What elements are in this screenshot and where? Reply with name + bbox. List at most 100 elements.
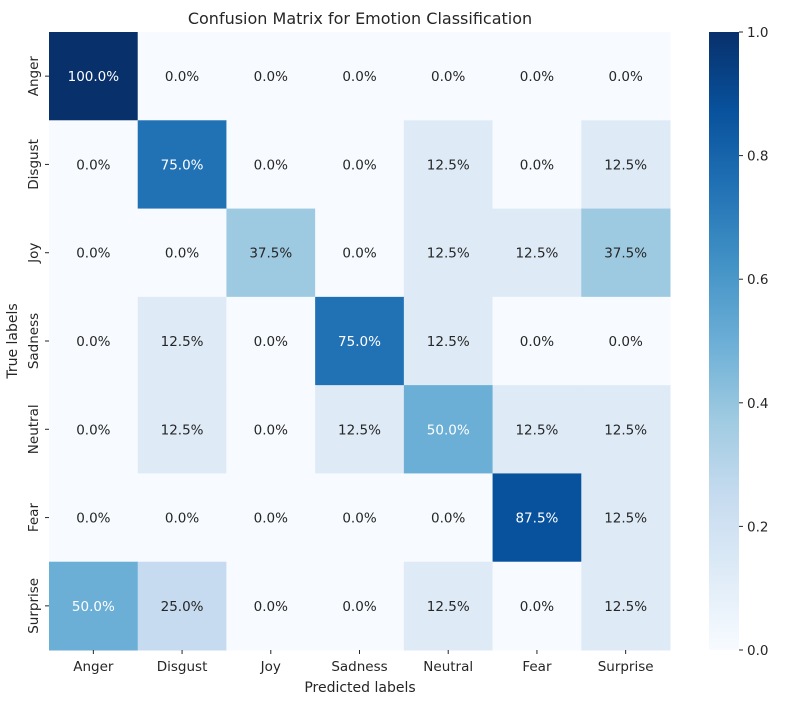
cell-value-label: 87.5% xyxy=(515,511,558,527)
heatmap-cell xyxy=(49,561,139,651)
cell-value-label: 12.5% xyxy=(427,246,470,262)
heatmap-cell xyxy=(137,385,227,474)
x-tick-label: Surprise xyxy=(598,659,654,675)
heatmap-cell xyxy=(581,120,671,210)
cell-value-label: 100.0% xyxy=(68,69,120,85)
cell-value-label: 0.0% xyxy=(254,422,288,438)
colorbar-gradient-bar xyxy=(709,32,739,650)
cell-value-label: 37.5% xyxy=(249,246,292,262)
heatmap-cell xyxy=(581,385,671,474)
cell-value-label: 0.0% xyxy=(520,69,554,85)
x-tick-label: Fear xyxy=(522,659,552,675)
heatmap-cell xyxy=(137,208,227,298)
cell-value-label: 12.5% xyxy=(427,599,470,615)
heatmap-cell xyxy=(137,120,227,210)
cell-value-label: 12.5% xyxy=(427,334,470,350)
heatmap-cell xyxy=(226,385,316,474)
colorbar-tick-label: 0.6 xyxy=(747,272,768,288)
heatmap-cell xyxy=(315,385,405,474)
x-tick-label: Anger xyxy=(73,659,114,675)
y-tick-label: Surprise xyxy=(26,578,42,634)
cell-value-label: 0.0% xyxy=(608,334,642,350)
cell-value-label: 12.5% xyxy=(515,246,558,262)
heatmap-cells: 100.0% 0.0% 0.0% 0.0% 0.0% 0.0% 0.0% 0.0% 75.0% 0… xyxy=(49,32,671,651)
heatmap-cell xyxy=(137,561,227,651)
cell-value-label: 37.5% xyxy=(604,246,647,262)
cell-value-label: 0.0% xyxy=(76,157,110,173)
heatmap-cell xyxy=(492,120,582,210)
colorbar-tick-label: 0.2 xyxy=(747,519,768,535)
cell-value-label: 0.0% xyxy=(431,511,465,527)
chart-title: Confusion Matrix for Emotion Classificat… xyxy=(188,9,532,28)
heatmap-cell xyxy=(137,296,227,386)
x-tick-label: Joy xyxy=(260,659,281,675)
heatmap-cell xyxy=(49,296,139,386)
cell-value-label: 0.0% xyxy=(165,511,199,527)
cell-value-label: 12.5% xyxy=(515,422,558,438)
heatmap-cell xyxy=(492,296,582,386)
heatmap-cell xyxy=(49,32,139,121)
cell-value-label: 0.0% xyxy=(254,157,288,173)
heatmap-cell xyxy=(315,120,405,210)
y-tick-label: Sadness xyxy=(26,313,42,369)
heatmap-cell xyxy=(403,296,494,386)
colorbar-tick-label: 1.0 xyxy=(747,25,768,41)
cell-value-label: 0.0% xyxy=(254,511,288,527)
cell-value-label: 0.0% xyxy=(165,246,199,262)
cell-value-label: 12.5% xyxy=(604,157,647,173)
heatmap-cell xyxy=(492,32,582,121)
heatmap-cell xyxy=(403,208,494,298)
heatmap-cell xyxy=(49,385,139,474)
cell-value-label: 0.0% xyxy=(342,157,376,173)
cell-value-label: 0.0% xyxy=(76,422,110,438)
cell-value-label: 12.5% xyxy=(161,422,204,438)
x-axis-ticks: Anger Disgust Joy Sadness Neutral Fear Surpris… xyxy=(73,650,654,675)
cell-value-label: 0.0% xyxy=(342,246,376,262)
cell-value-label: 0.0% xyxy=(520,157,554,173)
heatmap-cell xyxy=(403,473,494,563)
heatmap-cell xyxy=(226,561,316,651)
cell-value-label: 0.0% xyxy=(342,599,376,615)
heatmap-cell xyxy=(49,473,139,563)
cell-value-label: 75.0% xyxy=(338,334,381,350)
cell-value-label: 0.0% xyxy=(520,334,554,350)
heatmap-cell xyxy=(403,385,494,474)
cell-value-label: 0.0% xyxy=(342,511,376,527)
cell-value-label: 0.0% xyxy=(608,69,642,85)
heatmap-cell xyxy=(226,32,316,121)
colorbar: 0.0 0.2 0.4 0.6 0.8 1.0 xyxy=(709,25,768,659)
cell-value-label: 12.5% xyxy=(604,422,647,438)
heatmap-cell xyxy=(137,32,227,121)
x-tick-label: Disgust xyxy=(157,659,208,675)
cell-value-label: 0.0% xyxy=(520,599,554,615)
y-tick-label: Disgust xyxy=(26,139,42,190)
x-tick-label: Neutral xyxy=(423,659,473,675)
cell-value-label: 50.0% xyxy=(72,599,115,615)
y-tick-label: Anger xyxy=(26,56,42,97)
heatmap-cell xyxy=(581,561,671,651)
heatmap-cell xyxy=(49,208,139,298)
x-axis-label: Predicted labels xyxy=(304,680,415,696)
heatmap-cell xyxy=(226,473,316,563)
cell-value-label: 0.0% xyxy=(342,69,376,85)
heatmap-cell xyxy=(581,296,671,386)
y-tick-label: Neutral xyxy=(26,404,42,454)
cell-value-label: 0.0% xyxy=(254,69,288,85)
heatmap-cell xyxy=(403,120,494,210)
heatmap-cell xyxy=(492,208,582,298)
cell-value-label: 12.5% xyxy=(604,511,647,527)
heatmap-cell xyxy=(226,120,316,210)
cell-value-label: 0.0% xyxy=(431,69,465,85)
heatmap-cell xyxy=(137,473,227,563)
heatmap-cell xyxy=(581,32,671,121)
heatmap-cell xyxy=(315,32,405,121)
cell-value-label: 75.0% xyxy=(161,157,204,173)
cell-value-label: 0.0% xyxy=(76,246,110,262)
cell-value-label: 12.5% xyxy=(427,157,470,173)
heatmap-cell xyxy=(403,32,494,121)
heatmap-cell xyxy=(492,385,582,474)
y-axis-ticks: Anger Disgust Joy Sadness Neutral Fear Surpris… xyxy=(26,56,49,634)
cell-value-label: 0.0% xyxy=(254,599,288,615)
cell-value-label: 50.0% xyxy=(427,422,470,438)
